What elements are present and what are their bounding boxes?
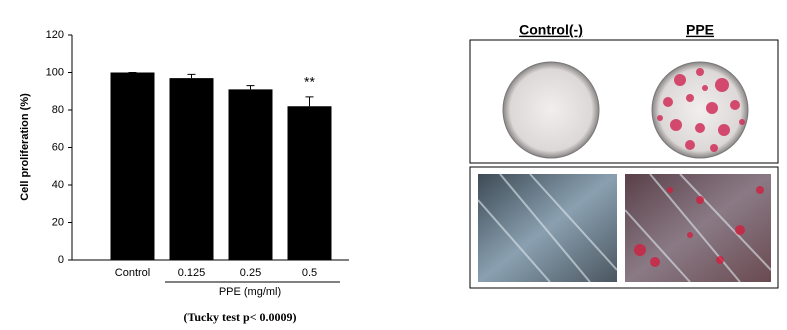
y-tick-label: 100	[46, 66, 64, 78]
y-tick-label: 120	[46, 29, 64, 41]
control-dish	[502, 61, 600, 159]
ppe-colonies	[657, 68, 745, 152]
x-tick-label: 0.25	[240, 267, 261, 279]
bar	[228, 89, 273, 260]
micro-panel-frame	[469, 166, 779, 289]
bar	[169, 78, 214, 260]
x-tick-label: 0.125	[178, 267, 206, 279]
y-tick-label: 60	[52, 141, 64, 153]
ppe-micrograph	[625, 174, 771, 282]
micro-lipid-droplets	[634, 186, 764, 267]
dish-panel-frame	[469, 39, 779, 164]
significance-label: **	[304, 74, 315, 90]
bar	[110, 72, 155, 260]
x-tick-label: 0.5	[302, 267, 317, 279]
x-tick-label: Control	[115, 267, 150, 279]
bar	[287, 106, 332, 260]
panel-label: Control(-)	[519, 22, 583, 38]
y-tick-label: 0	[58, 254, 64, 266]
ppe-dish	[651, 61, 749, 159]
x-axis-label: PPE (mg/ml)	[219, 286, 281, 298]
control-micrograph	[478, 174, 617, 282]
y-tick-label: 20	[52, 216, 64, 228]
micro-texture	[477, 173, 772, 283]
y-tick-label: 40	[52, 179, 64, 191]
y-tick-label: 80	[52, 104, 64, 116]
y-axis-label: Cell proliferation (%)	[19, 93, 31, 201]
footnote: (Tucky test p< 0.0009)	[183, 310, 296, 324]
panel-label: PPE	[686, 22, 714, 38]
